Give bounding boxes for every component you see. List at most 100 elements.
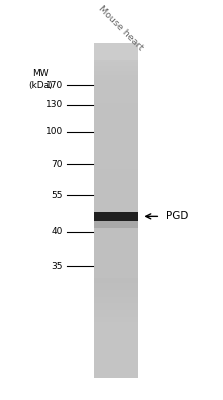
Bar (94, 80, 138, 81)
Bar (94, 152, 138, 154)
Bar (94, 232, 138, 233)
Bar (94, 221, 138, 222)
Bar (94, 128, 138, 129)
Bar (94, 168, 138, 169)
Bar (94, 108, 138, 109)
Bar (94, 352, 138, 354)
Bar (94, 110, 138, 111)
Bar (94, 175, 138, 176)
Bar (94, 330, 138, 331)
Bar (94, 141, 138, 142)
Bar (94, 245, 138, 246)
Bar (94, 83, 138, 84)
Bar (94, 272, 138, 273)
Bar (94, 70, 138, 71)
Bar (94, 49, 138, 50)
Bar (94, 136, 138, 137)
Bar (94, 148, 138, 149)
Bar (94, 159, 138, 160)
Bar (94, 150, 138, 151)
Bar (94, 372, 138, 374)
Bar (94, 210, 138, 212)
Bar (94, 359, 138, 360)
Bar (94, 375, 138, 376)
Bar (94, 234, 138, 235)
Bar (94, 173, 138, 174)
Bar (94, 326, 138, 327)
Bar (94, 279, 138, 280)
Bar (94, 139, 138, 140)
Bar (94, 151, 138, 152)
Bar (94, 334, 138, 336)
Bar (94, 98, 138, 99)
Bar (94, 351, 138, 352)
Bar (94, 102, 138, 103)
Bar (94, 213, 138, 214)
Bar (94, 360, 138, 361)
Bar (94, 64, 138, 65)
Bar (94, 212, 138, 220)
Bar (94, 112, 138, 114)
Bar (94, 294, 138, 296)
Bar (94, 97, 138, 98)
Bar (94, 307, 138, 308)
Bar (94, 177, 138, 178)
Bar (94, 362, 138, 364)
Bar (94, 327, 138, 328)
Bar (94, 160, 138, 162)
Bar (94, 323, 138, 324)
Bar (94, 50, 138, 51)
Bar (94, 195, 138, 196)
Text: 35: 35 (51, 262, 63, 271)
Bar (94, 184, 138, 185)
Bar (94, 332, 138, 334)
Bar (94, 68, 138, 69)
Bar (94, 291, 138, 292)
Bar (94, 144, 138, 145)
Bar (94, 337, 138, 338)
Bar (94, 341, 138, 342)
Bar (94, 63, 138, 64)
Bar (94, 284, 138, 286)
Bar (94, 164, 138, 165)
Bar (94, 308, 138, 309)
Bar (94, 100, 138, 101)
Bar (94, 99, 138, 100)
Bar (94, 238, 138, 240)
Text: 40: 40 (51, 227, 63, 236)
Text: 100: 100 (45, 127, 63, 136)
Text: Mouse heart: Mouse heart (96, 4, 144, 52)
Bar (94, 220, 138, 228)
Bar (94, 44, 138, 45)
Bar (94, 62, 138, 63)
Bar (94, 290, 138, 291)
Bar (94, 248, 138, 250)
Bar (94, 358, 138, 359)
Bar (94, 342, 138, 344)
Bar (94, 86, 138, 88)
Bar (94, 59, 138, 60)
Bar (94, 292, 138, 293)
Bar (94, 349, 138, 350)
Bar (94, 298, 138, 299)
Bar (94, 218, 138, 220)
Bar (94, 254, 138, 255)
Bar (94, 281, 138, 282)
Bar (94, 56, 138, 58)
Bar (94, 215, 138, 216)
Bar (94, 66, 138, 68)
Bar (94, 350, 138, 351)
Bar (94, 296, 138, 298)
Bar (94, 212, 138, 213)
Bar (94, 376, 138, 377)
Bar (94, 107, 138, 108)
Bar (94, 109, 138, 110)
Bar (94, 357, 138, 358)
Bar (94, 137, 138, 138)
Bar (94, 79, 138, 80)
Bar (94, 243, 138, 244)
Bar (94, 253, 138, 254)
Bar (94, 119, 138, 120)
Bar (94, 268, 138, 269)
Bar (94, 286, 138, 288)
